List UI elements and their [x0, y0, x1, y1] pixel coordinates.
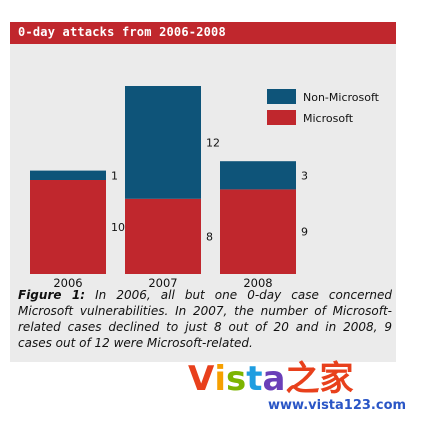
bar-non-microsoft-2007 [125, 86, 201, 199]
data-label: 10 [111, 221, 125, 234]
data-label: 9 [301, 226, 308, 239]
data-label: 8 [206, 230, 213, 243]
legend-label: Non-Microsoft [303, 91, 380, 104]
stacked-bar-chart: 10 1 2006 8 12 2007 9 3 2008 Non-Microsoft Microso… [30, 86, 380, 287]
chart-title-bar: 0-day attacks from 2006-2008 [10, 22, 396, 44]
figure-label: Figure 1: [18, 288, 86, 302]
watermark-logo-letter: 之 [285, 359, 320, 399]
bar-microsoft-2006 [30, 180, 106, 274]
watermark-logo-letter: 家 [319, 359, 354, 399]
data-label: 1 [111, 169, 118, 182]
x-tick-label: 2008 [243, 276, 272, 287]
bar-microsoft-2007 [125, 198, 201, 274]
watermark-logo-letter: a [262, 359, 286, 399]
watermark-logo-letter: s [225, 359, 247, 399]
bar-microsoft-2008 [220, 189, 296, 274]
chart-title: 0-day attacks from 2006-2008 [18, 25, 226, 39]
figure-caption-text: In 2006, all but one 0-day case concerne… [18, 288, 392, 350]
legend-label: Microsoft [303, 112, 354, 125]
watermark-logo-letter: i [214, 359, 226, 399]
data-label: 12 [206, 136, 220, 149]
watermark: Vista之家 www.vista123.com [188, 360, 428, 420]
bar-non-microsoft-2006 [30, 170, 106, 180]
legend-swatch [267, 110, 296, 125]
watermark-logo-letter: V [188, 359, 215, 399]
figure-caption: Figure 1: In 2006, all but one 0-day cas… [18, 287, 392, 351]
legend-swatch [267, 89, 296, 104]
bar-non-microsoft-2008 [220, 161, 296, 190]
watermark-url: www.vista123.com [268, 398, 407, 413]
watermark-logo-letter: t [246, 359, 263, 399]
chart-panel: 0-day attacks from 2006-2008 10 1 2006 8 12 2… [10, 22, 396, 362]
x-tick-label: 2007 [148, 276, 177, 287]
data-label: 3 [301, 169, 308, 182]
x-tick-label: 2006 [53, 276, 82, 287]
watermark-logo: Vista之家 [188, 360, 353, 398]
